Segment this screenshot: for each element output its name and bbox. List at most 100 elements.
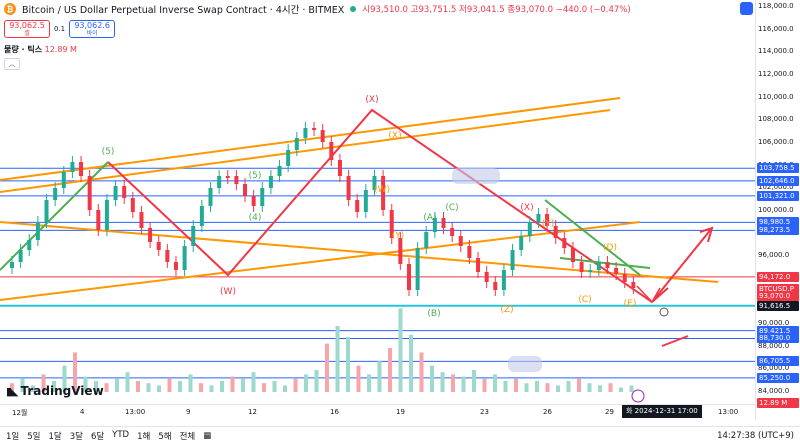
- range-button[interactable]: 3달: [69, 431, 83, 442]
- range-button[interactable]: YTD: [112, 429, 130, 440]
- time-axis[interactable]: 12월 4 13:00 9 12 16 19 23 26 29 13:00: [0, 404, 755, 420]
- volume-bar: [398, 308, 403, 392]
- candle-body: [484, 272, 489, 282]
- price-level-label: 12.89 M: [757, 398, 799, 409]
- price-tick: 114,000.0: [758, 47, 794, 56]
- volume-bar: [577, 378, 581, 392]
- sell-label: 셀: [24, 30, 30, 37]
- candle-body: [277, 166, 282, 176]
- price-tick: 118,000.0: [758, 2, 794, 10]
- candle-body: [553, 226, 558, 238]
- highlight-box: [452, 168, 500, 184]
- range-button[interactable]: 1일: [6, 431, 20, 442]
- volume-bar: [94, 381, 98, 392]
- sell-button[interactable]: 93,062.5 셀: [4, 20, 50, 38]
- chart-canvas[interactable]: (5) (X) (W) (X) (W) (Y) (A) (B) (C) (Z) (X) (Y) (D) (…: [0, 0, 755, 420]
- volume-bar: [272, 381, 277, 392]
- price-level-label: 85,250.0: [757, 372, 799, 383]
- candle-body: [139, 212, 144, 228]
- candle-body: [251, 196, 256, 206]
- candle-body: [527, 222, 532, 236]
- candle-body: [622, 274, 627, 282]
- range-buttons: 1일 5일 1달 3달 6달 YTD 1해 5해 전체: [6, 430, 195, 442]
- time-tick: 4: [80, 408, 85, 416]
- candle-body: [631, 282, 636, 288]
- price-tick: 106,000.0: [758, 137, 794, 146]
- range-button[interactable]: 1달: [48, 431, 62, 442]
- candle-body: [363, 190, 368, 212]
- candle-body: [389, 210, 394, 238]
- volume-bar: [262, 383, 266, 392]
- volume-bar: [241, 378, 245, 392]
- candle-body: [44, 200, 49, 222]
- wave-label: (D): [603, 243, 617, 253]
- candle-body: [493, 282, 498, 290]
- projection-arrow: [636, 285, 661, 304]
- price-axis[interactable]: 118,000.0 116,000.0 114,000.0 112,000.0 110,…: [755, 0, 800, 420]
- chart-settings-button[interactable]: [740, 2, 753, 15]
- volume-bar: [419, 352, 424, 392]
- volume-bar: [178, 381, 182, 392]
- price-tick: 90,000.0: [758, 319, 790, 328]
- candle-body: [122, 186, 127, 198]
- volume-bar: [136, 381, 140, 392]
- wave-label: (E): [624, 299, 637, 309]
- volume-bar: [377, 361, 382, 392]
- volume-bar: [356, 365, 361, 392]
- volume-bar: [146, 383, 151, 392]
- range-button[interactable]: 6달: [90, 431, 105, 442]
- tradingview-logo: ▮◣ TradingView: [6, 384, 104, 398]
- price-level-label: 91,616.5: [757, 300, 799, 311]
- market-status-icon: [350, 6, 357, 12]
- volume-bar: [209, 385, 214, 392]
- volume-bar: [566, 381, 571, 392]
- candle-body: [35, 222, 40, 240]
- candle-body: [398, 238, 403, 264]
- candle-body: [10, 262, 14, 268]
- candle-body: [234, 176, 239, 184]
- range-button[interactable]: 전체: [179, 431, 196, 442]
- volume-bar: [535, 381, 539, 392]
- candle-body: [605, 262, 610, 268]
- buy-button[interactable]: 93,062.6 바이: [69, 20, 116, 38]
- price-tick: 86,000.0: [758, 364, 790, 373]
- candle-body: [79, 162, 84, 176]
- candle-body: [268, 176, 273, 188]
- wave-line-red: [107, 108, 653, 303]
- volume-bar: [598, 385, 602, 392]
- brand-text: TradingView: [20, 384, 104, 398]
- range-button[interactable]: 5일: [27, 431, 41, 442]
- wave-label: (Z): [500, 305, 513, 315]
- candle-body: [519, 236, 524, 250]
- sell-price: 93,062.5: [9, 21, 45, 30]
- price-level-label: 101,321.0: [757, 190, 799, 201]
- volume-legend: 물량 · 틱스 12.89 M: [4, 44, 77, 55]
- candle-body: [588, 270, 593, 272]
- price-level-label: 98,980.5: [757, 217, 799, 228]
- wave-label: (X): [520, 203, 533, 213]
- time-tick: 26: [543, 408, 552, 416]
- spread-value: 0.1: [54, 25, 66, 33]
- tradingview-mark-icon: ▮◣: [6, 384, 18, 398]
- range-button[interactable]: 1해: [137, 431, 151, 442]
- candle-body: [87, 176, 92, 210]
- candle-body: [96, 210, 101, 230]
- wave-label: (X): [388, 131, 401, 141]
- symbol-title[interactable]: Bitcoin / US Dollar Perpetual Inverse Sw…: [22, 5, 345, 16]
- candle-body: [165, 250, 170, 262]
- candle-body: [346, 176, 351, 200]
- volume-bar: [199, 383, 203, 392]
- volume-bar: [41, 374, 46, 392]
- candle-body: [329, 142, 334, 160]
- price-level-label: 88,730.0: [757, 333, 799, 344]
- price-level-label: BTCUSD.P: [757, 284, 799, 295]
- volume-bar: [325, 343, 329, 392]
- chart-svg[interactable]: (5) (X) (W) (X) (W) (Y) (A) (B) (C) (Z) (X) (Y) (D) (…: [0, 0, 755, 420]
- alert-icon: [631, 389, 645, 403]
- price-tick: 116,000.0: [758, 24, 794, 33]
- wave-label: (Y): [392, 231, 405, 241]
- range-button[interactable]: 5해: [158, 431, 172, 442]
- date-range-icon[interactable]: ▦: [203, 430, 212, 441]
- projection-line: [651, 227, 713, 303]
- collapse-legend-button[interactable]: ︿: [4, 58, 20, 70]
